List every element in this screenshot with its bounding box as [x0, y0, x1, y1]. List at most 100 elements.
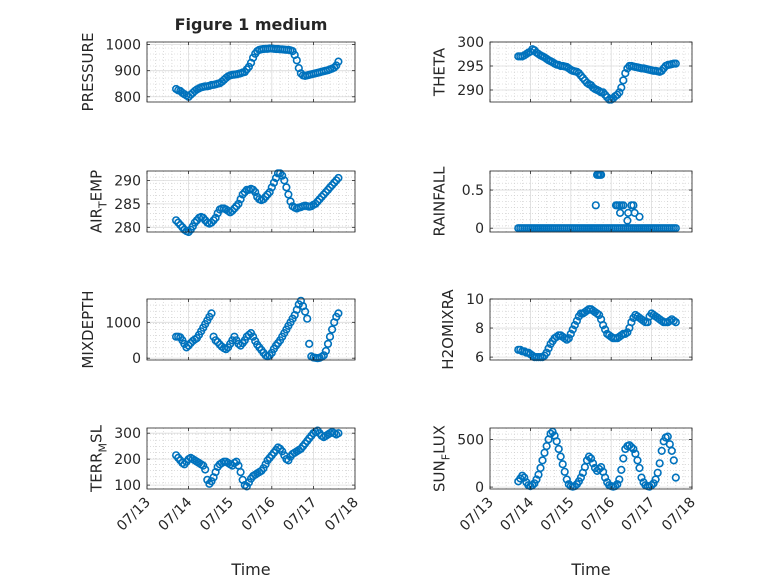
x-tick-label: 07/18: [322, 495, 362, 535]
data-point: [619, 454, 628, 463]
x-tick-label: 07/14: [156, 494, 196, 534]
data-series: [172, 169, 343, 237]
data-point: [542, 348, 551, 357]
data-point: [280, 176, 289, 185]
y-axis-label: RAINFALL: [431, 166, 449, 237]
data-point: [328, 325, 337, 334]
x-tick-label: 07/18: [659, 495, 699, 535]
data-point: [236, 195, 245, 204]
x-tick-label: 07/17: [280, 495, 320, 535]
data-point: [562, 475, 571, 484]
data-point: [598, 321, 608, 330]
y-tick-label: 0: [132, 351, 141, 367]
data-point: [286, 197, 295, 206]
data-point: [207, 218, 216, 227]
y-tick-label: 900: [114, 64, 141, 80]
data-point: [600, 325, 610, 334]
data-point: [330, 63, 339, 72]
subplot-mixdepth: 0 1000 MIXDEPTH: [79, 290, 356, 369]
subplot-theta: 290 295 300 THETA: [431, 35, 693, 104]
data-point: [615, 208, 625, 217]
y-tick-label: 8: [475, 321, 484, 337]
subplot-rainfall: 0 0.5 RAINFALL: [431, 166, 693, 237]
data-point: [671, 318, 680, 327]
data-point: [558, 460, 567, 469]
data-point: [619, 76, 628, 85]
data-point: [325, 332, 335, 341]
data-point: [199, 461, 208, 470]
data-point: [244, 330, 253, 340]
data-point: [292, 56, 301, 65]
y-axis-label: H2OMIXRA: [439, 289, 457, 370]
subplot-h2omixra: 6 8 10 H2OMIXRA: [439, 289, 693, 370]
y-axis-label: AIRTEMP: [88, 170, 110, 233]
axes-box: [489, 170, 693, 233]
y-tick-label: 800: [114, 90, 141, 106]
data-series: [514, 45, 680, 104]
data-point: [560, 467, 569, 476]
data-point: [282, 183, 291, 192]
data-point: [334, 429, 343, 438]
y-tick-label: 290: [457, 83, 484, 99]
data-series: [514, 427, 680, 491]
data-point: [334, 57, 343, 66]
data-point: [663, 432, 672, 441]
data-point: [657, 446, 666, 456]
x-tick-label: 07/13: [457, 495, 497, 535]
y-axis-label: SUNFLUX: [431, 425, 453, 492]
x-tick-label: 07/16: [578, 494, 618, 534]
data-point: [261, 460, 270, 469]
data-point: [584, 452, 594, 461]
data-point: [630, 208, 639, 217]
data-point: [637, 473, 646, 482]
data-point: [613, 480, 622, 489]
y-tick-label: 10: [466, 292, 484, 308]
data-point: [319, 351, 328, 360]
data-point: [532, 475, 541, 484]
data-point: [249, 332, 258, 341]
data-point: [623, 328, 632, 337]
data-point: [311, 199, 320, 208]
axes-box: [146, 170, 356, 233]
y-tick-label: 1000: [105, 38, 141, 54]
data-point: [615, 88, 624, 97]
data-point: [564, 334, 573, 343]
axes-box: [489, 298, 693, 361]
data-point: [667, 446, 676, 456]
data-point: [303, 314, 312, 323]
x-tick-label: 07/16: [239, 494, 279, 534]
data-point: [249, 53, 258, 62]
data-series: [172, 44, 343, 101]
y-axis-label: PRESSURE: [79, 33, 97, 112]
data-point: [236, 468, 245, 477]
data-point: [671, 224, 680, 233]
data-point: [334, 173, 343, 183]
data-point: [615, 475, 624, 484]
x-tick-label: 07/17: [619, 495, 659, 535]
y-axis-label: THETA: [431, 47, 449, 97]
y-tick-label: 500: [457, 432, 484, 448]
data-point: [586, 454, 596, 463]
data-point: [617, 83, 626, 92]
data-series: [514, 170, 680, 233]
data-point: [544, 344, 553, 353]
y-axis-label: TERRMSL: [88, 424, 110, 493]
data-point: [570, 482, 579, 491]
data-point: [671, 473, 680, 482]
data-point: [182, 343, 191, 352]
data-point: [619, 201, 628, 210]
data-point: [566, 329, 575, 339]
y-tick-label: 100: [114, 478, 141, 494]
y-tick-label: 0: [475, 221, 484, 237]
data-point: [211, 336, 220, 345]
data-point: [627, 443, 636, 452]
y-tick-label: 280: [114, 220, 141, 236]
data-point: [528, 481, 537, 490]
data-point: [552, 437, 561, 446]
data-point: [265, 188, 274, 197]
data-point: [207, 309, 216, 318]
data-point: [572, 316, 582, 325]
